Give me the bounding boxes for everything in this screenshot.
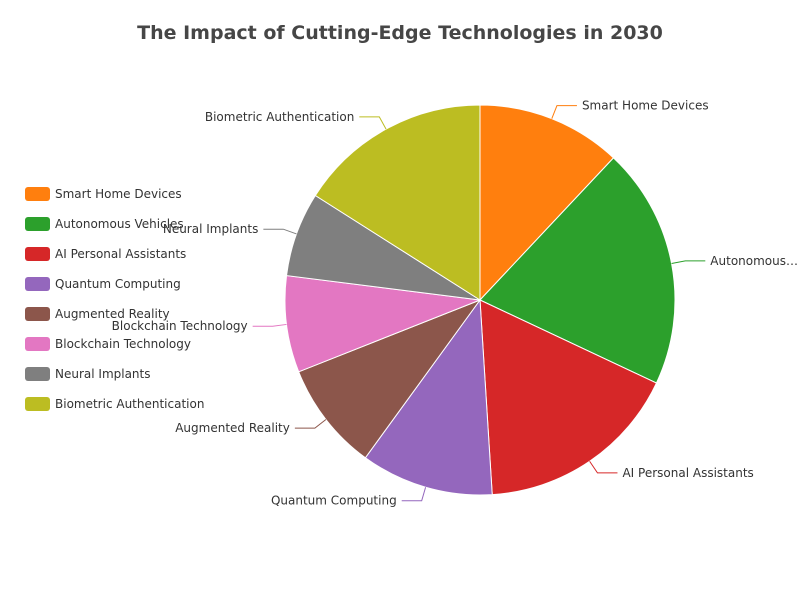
legend-item-biometric-authentication[interactable]: Biometric Authentication xyxy=(25,397,204,411)
label-line-biometric-authentication xyxy=(359,116,387,130)
pie-slice-augmented-reality[interactable] xyxy=(298,298,482,459)
legend-item-augmented-reality[interactable]: Augmented Reality xyxy=(25,307,170,321)
label-line-augmented-reality xyxy=(294,419,327,429)
slice-label-augmented-reality: Augmented Reality xyxy=(175,421,290,435)
label-line-blockchain-technology xyxy=(252,323,287,327)
legend-label: Neural Implants xyxy=(55,367,151,381)
legend-label: Blockchain Technology xyxy=(55,337,191,351)
pie-slices xyxy=(284,104,676,496)
slice-label-autonomous-vehicles: Autonomous… xyxy=(710,254,798,268)
legend-swatch xyxy=(25,217,50,231)
legend-swatch xyxy=(25,367,50,381)
pie-slice-quantum-computing[interactable] xyxy=(364,298,493,496)
legend-label: Quantum Computing xyxy=(55,277,181,291)
slice-label-neural-implants: Neural Implants xyxy=(163,222,259,236)
slice-label-biometric-authentication: Biometric Authentication xyxy=(205,110,354,124)
legend-label: Biometric Authentication xyxy=(55,397,204,411)
pie-slice-ai-personal-assistants[interactable] xyxy=(479,299,658,496)
legend: Smart Home Devices Autonomous Vehicles AI … xyxy=(25,187,204,411)
legend-swatch xyxy=(25,337,50,351)
slice-label-ai-personal-assistants: AI Personal Assistants xyxy=(622,466,753,480)
label-line-ai-personal-assistants xyxy=(589,460,618,474)
legend-item-quantum-computing[interactable]: Quantum Computing xyxy=(25,277,181,291)
legend-swatch xyxy=(25,187,50,201)
chart-title: The Impact of Cutting-Edge Technologies … xyxy=(137,22,663,44)
legend-swatch xyxy=(25,277,50,291)
pie-slice-blockchain-technology[interactable] xyxy=(284,275,481,373)
legend-item-smart-home-devices[interactable]: Smart Home Devices xyxy=(25,187,182,201)
legend-item-neural-implants[interactable]: Neural Implants xyxy=(25,367,151,381)
legend-swatch xyxy=(25,397,50,411)
label-line-autonomous-vehicles xyxy=(671,260,706,264)
legend-swatch xyxy=(25,307,50,321)
legend-item-blockchain-technology[interactable]: Blockchain Technology xyxy=(25,337,191,351)
slice-labels: Smart Home Devices Autonomous… AI Personal… xyxy=(112,99,798,508)
legend-item-ai-personal-assistants[interactable]: AI Personal Assistants xyxy=(25,247,186,261)
legend-label: Smart Home Devices xyxy=(55,187,182,201)
legend-swatch xyxy=(25,247,50,261)
legend-item-autonomous-vehicles[interactable]: Autonomous Vehicles xyxy=(25,217,184,231)
legend-label: Augmented Reality xyxy=(55,307,170,321)
pie-slice-smart-home-devices[interactable] xyxy=(479,104,615,302)
label-line-quantum-computing xyxy=(401,487,427,502)
slice-label-blockchain-technology: Blockchain Technology xyxy=(112,319,248,333)
legend-label: AI Personal Assistants xyxy=(55,247,186,261)
slice-label-quantum-computing: Quantum Computing xyxy=(271,494,397,508)
legend-label: Autonomous Vehicles xyxy=(55,217,184,231)
label-line-smart-home-devices xyxy=(551,105,577,119)
label-line-neural-implants xyxy=(263,228,297,235)
pie-slice-biometric-authentication[interactable] xyxy=(314,104,481,301)
slice-label-smart-home-devices: Smart Home Devices xyxy=(582,99,709,113)
